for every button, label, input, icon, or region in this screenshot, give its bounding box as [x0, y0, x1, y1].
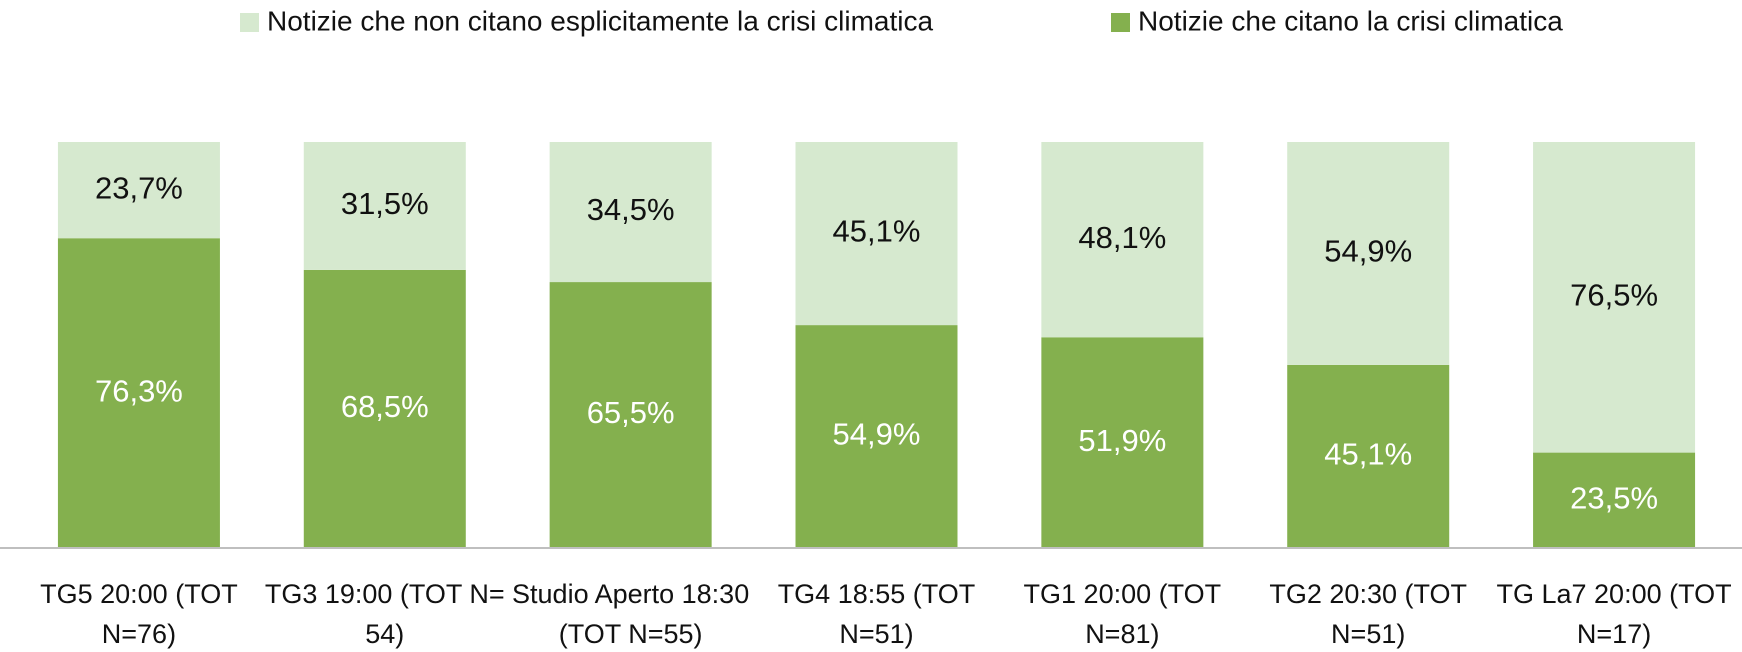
value-label: 48,1%	[1078, 220, 1166, 255]
bar-segment	[1041, 142, 1204, 338]
bar-segment	[1041, 337, 1204, 548]
bar-segment	[303, 269, 466, 548]
bar-segment	[795, 142, 958, 326]
value-label: 31,5%	[341, 186, 429, 221]
legend-swatch	[1111, 13, 1130, 32]
bar-segment	[303, 142, 466, 270]
x-tick-label: Studio Aperto 18:30 (TOT N=55)	[512, 579, 750, 649]
x-tick-label: TG4 18:55 (TOT N=51)	[777, 579, 976, 649]
value-label: 45,1%	[833, 214, 921, 249]
value-label: 68,5%	[341, 389, 429, 424]
value-label: 34,5%	[587, 192, 675, 227]
value-label: 51,9%	[1078, 423, 1166, 458]
bar-segment	[57, 142, 220, 239]
value-label: 23,5%	[1570, 480, 1658, 515]
bar-segment	[795, 325, 958, 548]
x-tick-label: TG5 20:00 (TOT N=76)	[40, 579, 238, 649]
legend-label: Notizie che citano la crisi climatica	[1138, 5, 1563, 36]
x-tick-label: TG La7 20:00 (TOT N=17)	[1496, 579, 1732, 649]
bar-segment	[1287, 142, 1450, 365]
bar-segment	[1533, 452, 1696, 548]
value-label: 54,9%	[1324, 234, 1412, 269]
bar-segment	[1533, 142, 1696, 453]
bar-segment	[57, 238, 220, 549]
bar-segment	[1287, 364, 1450, 548]
value-label: 23,7%	[95, 170, 183, 205]
legend-swatch	[240, 13, 259, 32]
bar-segment	[549, 282, 712, 548]
value-label: 76,3%	[95, 373, 183, 408]
value-label: 54,9%	[833, 417, 921, 452]
x-tick-label: TG2 20:30 (TOT N=51)	[1269, 579, 1467, 649]
value-label: 65,5%	[587, 395, 675, 430]
bar-segment	[549, 142, 712, 283]
value-label: 45,1%	[1324, 437, 1412, 472]
x-tick-label: TG1 20:00 (TOT N=81)	[1023, 579, 1222, 649]
x-tick-label: TG3 19:00 (TOT N= 54)	[264, 579, 505, 649]
value-label: 76,5%	[1570, 277, 1658, 312]
legend-label: Notizie che non citano esplicitamente la…	[267, 5, 933, 36]
